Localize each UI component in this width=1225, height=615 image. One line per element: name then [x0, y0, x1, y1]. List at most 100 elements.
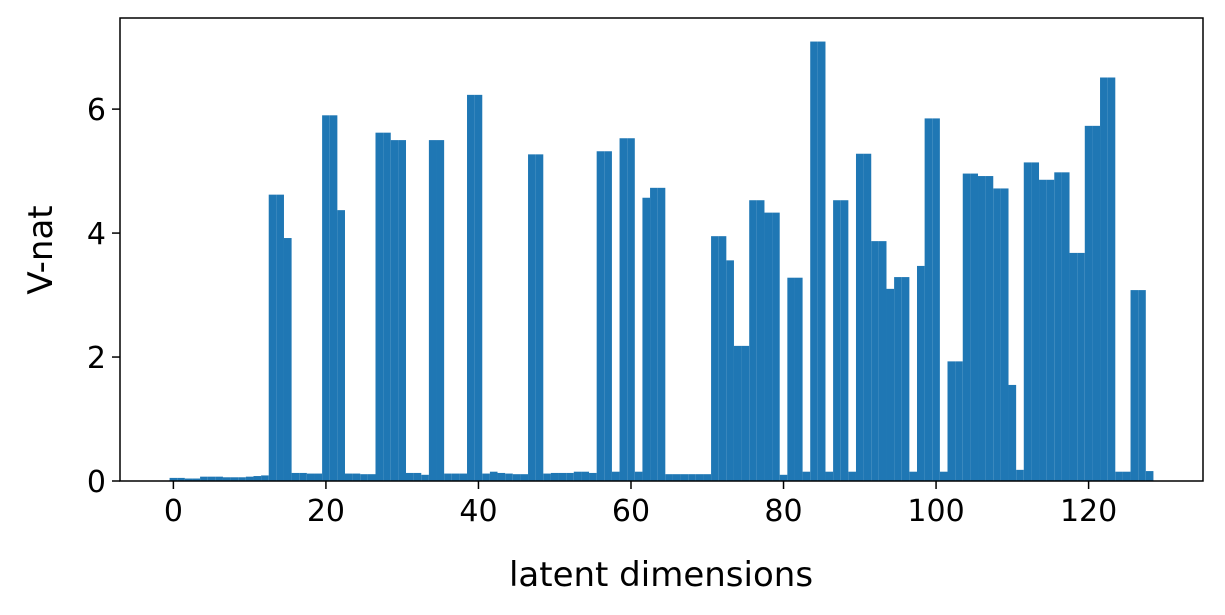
y-axis-label: V-nat: [21, 205, 61, 294]
bar: [871, 241, 879, 481]
bar: [291, 472, 300, 481]
bar: [1000, 188, 1009, 481]
bar: [703, 474, 712, 481]
bar: [688, 474, 696, 481]
bar: [299, 472, 307, 481]
y-tick-label: 6: [87, 93, 106, 128]
bar: [497, 472, 506, 481]
bar: [222, 477, 231, 481]
bar: [428, 140, 437, 481]
bar: [406, 472, 414, 481]
bar: [512, 474, 521, 481]
bar: [1061, 172, 1070, 482]
bar: [169, 477, 178, 481]
bar: [833, 200, 841, 481]
bar: [711, 236, 719, 481]
bar: [573, 471, 582, 481]
x-tick-label: 100: [907, 494, 964, 529]
bar: [451, 473, 460, 481]
x-tick-label: 0: [164, 494, 183, 529]
x-tick-label: 80: [764, 494, 802, 529]
bar: [375, 132, 384, 481]
bar: [314, 473, 323, 481]
bar: [413, 472, 422, 481]
bar: [978, 176, 986, 481]
bar: [1077, 252, 1085, 481]
bar: [1107, 77, 1116, 481]
bar: [245, 476, 254, 481]
bar: [947, 361, 956, 481]
bar: [1031, 162, 1040, 482]
bar: [863, 153, 872, 481]
bar: [276, 194, 284, 481]
bar: [436, 140, 445, 481]
bar: [535, 154, 544, 481]
bar: [909, 471, 917, 481]
bar: [322, 115, 330, 481]
bar: [337, 210, 345, 481]
bar: [657, 187, 666, 481]
bar: [718, 236, 727, 481]
bar: [886, 288, 895, 481]
plot-frame: [119, 17, 1204, 482]
bar: [642, 197, 651, 481]
bar: [489, 471, 498, 481]
bar: [794, 277, 803, 481]
bar: [1100, 77, 1108, 481]
bar: [825, 471, 834, 481]
bar: [505, 473, 513, 481]
bar: [474, 94, 483, 482]
bar: [756, 200, 765, 481]
y-tick-label: 2: [87, 341, 106, 376]
bar: [253, 476, 262, 481]
bar: [901, 277, 910, 481]
bar: [1054, 172, 1062, 482]
bar: [352, 473, 361, 481]
bar: [916, 265, 925, 481]
bar: [360, 474, 368, 481]
bar: [367, 474, 376, 481]
bar: [764, 212, 773, 481]
bar: [383, 132, 391, 481]
bar: [268, 194, 277, 481]
bar: [817, 41, 826, 481]
bar: [772, 212, 780, 481]
x-tick-label: 60: [612, 494, 650, 529]
bar: [200, 476, 208, 481]
bar: [1092, 125, 1101, 482]
bar: [421, 474, 429, 481]
bar: [855, 153, 864, 481]
bar: [627, 138, 635, 481]
bar: [611, 471, 620, 481]
bar: [924, 118, 933, 481]
bar: [207, 476, 216, 481]
bar: [810, 41, 818, 481]
bar: [215, 476, 223, 481]
bar: [1023, 162, 1032, 482]
bar: [848, 471, 856, 481]
bar: [695, 474, 704, 481]
bar: [444, 473, 452, 481]
bar: [520, 474, 529, 481]
bar: [619, 138, 628, 481]
bar: [962, 173, 971, 482]
bar: [802, 471, 811, 481]
bar: [840, 200, 849, 481]
bar: [779, 474, 788, 481]
bar: [665, 474, 673, 481]
bar: [932, 118, 940, 481]
bar: [192, 478, 201, 481]
bar: [398, 140, 407, 481]
bar: [1046, 179, 1055, 481]
bar: [177, 477, 185, 481]
bar: [1008, 384, 1017, 481]
bar: [733, 345, 742, 481]
bar: [329, 115, 338, 481]
bar: [894, 277, 902, 481]
y-tick-label: 4: [87, 217, 106, 252]
bar: [230, 477, 239, 481]
bar: [1138, 290, 1146, 481]
bar: [726, 260, 734, 481]
bar: [1084, 125, 1093, 482]
bar: [993, 188, 1001, 481]
